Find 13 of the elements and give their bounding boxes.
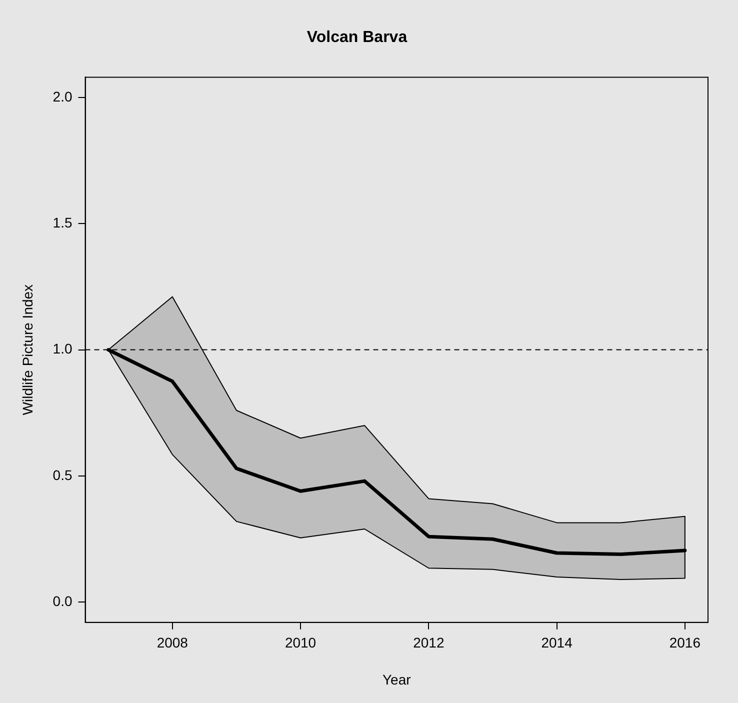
- y-tick-label: 0.0: [52, 593, 72, 610]
- x-axis-title: Year: [382, 671, 412, 688]
- x-tick-label: 2014: [541, 634, 573, 651]
- chart-title: Volcan Barva: [306, 29, 408, 46]
- y-axis-title: Wildlife Picture Index: [19, 284, 36, 416]
- x-tick-label: 2016: [669, 634, 701, 651]
- x-tick-label: 2010: [284, 634, 316, 651]
- x-tick-label: 2008: [156, 634, 188, 651]
- x-tick-label: 2012: [413, 634, 444, 651]
- y-tick-label: 0.5: [52, 466, 72, 483]
- y-tick-label: 1.5: [52, 214, 72, 230]
- y-tick-label: 2.0: [52, 88, 72, 104]
- y-tick-label: 1.0: [52, 340, 72, 357]
